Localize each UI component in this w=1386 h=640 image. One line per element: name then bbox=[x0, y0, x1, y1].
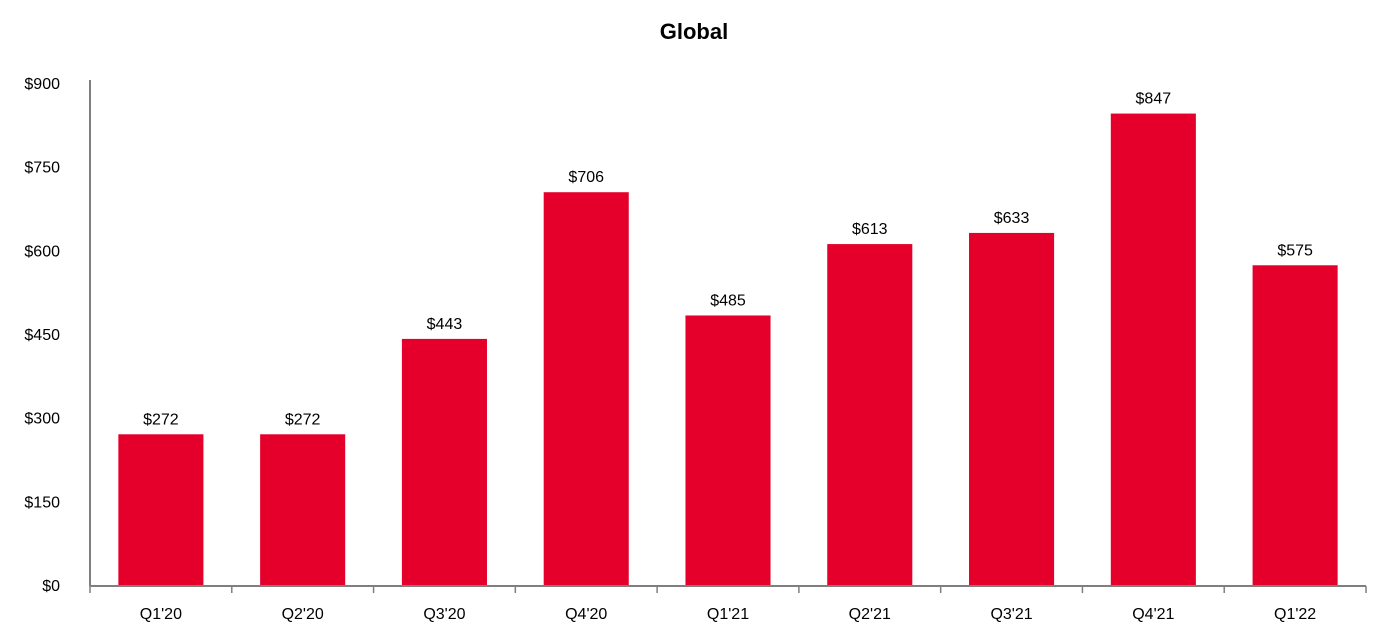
bar bbox=[1252, 265, 1338, 586]
x-tick-label: Q4'20 bbox=[565, 606, 607, 623]
bar bbox=[543, 192, 629, 586]
bar-value-label: $706 bbox=[568, 169, 604, 186]
x-tick-label: Q3'21 bbox=[990, 606, 1032, 623]
bar-value-label: $272 bbox=[285, 411, 321, 428]
bar-value-label: $613 bbox=[852, 221, 888, 238]
y-tick-label: $0 bbox=[42, 578, 60, 595]
x-tick-label: Q2'20 bbox=[282, 606, 324, 623]
bar bbox=[1110, 113, 1196, 586]
x-tick-label: Q3'20 bbox=[423, 606, 465, 623]
y-tick-label: $300 bbox=[24, 411, 60, 428]
x-tick-label: Q1'22 bbox=[1274, 606, 1316, 623]
y-tick-label: $600 bbox=[24, 243, 60, 260]
x-tick-label: Q1'21 bbox=[707, 606, 749, 623]
y-axis: $0 $150 $300 $450 $600 $750 $900 bbox=[24, 76, 91, 595]
bar bbox=[969, 232, 1055, 586]
bar-value-label: $575 bbox=[1277, 242, 1313, 259]
y-tick-label: $150 bbox=[24, 494, 60, 511]
bar-value-label: $443 bbox=[427, 316, 463, 333]
bar-value-label: $633 bbox=[994, 210, 1030, 227]
x-tick-label: Q2'21 bbox=[849, 606, 891, 623]
y-tick-label: $750 bbox=[24, 160, 60, 177]
bar-value-label: $272 bbox=[143, 411, 179, 428]
bar bbox=[118, 434, 204, 586]
chart-title: Global bbox=[660, 19, 728, 44]
bar bbox=[685, 315, 771, 586]
x-tick-label: Q4'21 bbox=[1132, 606, 1174, 623]
bar bbox=[260, 434, 346, 586]
y-tick-label: $450 bbox=[24, 327, 60, 344]
bar-value-label: $485 bbox=[710, 292, 746, 309]
y-tick-label: $900 bbox=[24, 76, 60, 93]
x-tick-label: Q1'20 bbox=[140, 606, 182, 623]
bar bbox=[827, 244, 913, 587]
bars bbox=[118, 113, 1338, 587]
bar bbox=[401, 338, 487, 586]
x-axis: Q1'20 Q2'20 Q3'20 Q4'20 Q1'21 Q2'21 Q3'21 Q4'21… bbox=[89, 585, 1367, 623]
bar-value-label: $847 bbox=[1136, 91, 1172, 108]
data-labels: $272 $272 $443 $706 $485 $613 $633 $847 $575 bbox=[143, 91, 1313, 429]
